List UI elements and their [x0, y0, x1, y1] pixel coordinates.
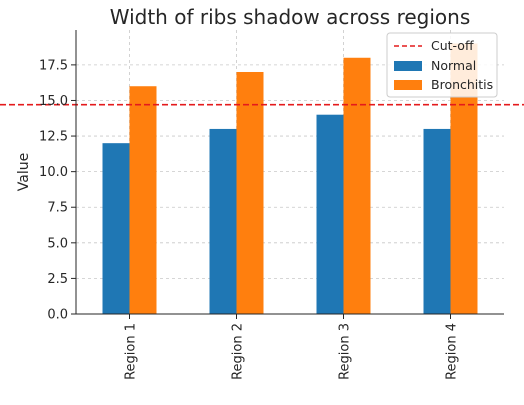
y-tick-label: 17.5	[39, 58, 68, 73]
legend-label-bronchitis: Bronchitis	[431, 77, 493, 92]
bar-normal-2	[209, 128, 237, 314]
bar-normal-4	[423, 128, 451, 314]
bar-normal-3	[316, 114, 344, 314]
legend-label-normal: Normal	[431, 58, 476, 73]
axes: 0.0 2.5 5.0 7.5 10.0 12.5 15.0 17.5 Region 1 Regi…	[39, 30, 504, 380]
chart-title: Width of ribs shadow across regions	[110, 5, 471, 29]
x-tick-label: Region 3	[338, 323, 353, 380]
legend-swatch-bronchitis	[394, 80, 422, 90]
y-tick-label: 5.0	[47, 236, 68, 251]
bar-normal-1	[102, 143, 130, 314]
legend: Cut-off Normal Bronchitis	[386, 32, 498, 98]
x-tick-label: Region 4	[445, 323, 460, 380]
legend-swatch-normal	[394, 61, 422, 71]
bar-bronchitis-3	[343, 57, 371, 314]
x-tick-label: Region 1	[124, 323, 139, 380]
y-tick-label: 12.5	[39, 130, 68, 145]
y-tick-label: 15.0	[39, 94, 68, 109]
y-tick-label: 10.0	[39, 165, 68, 180]
bars	[102, 43, 478, 315]
y-tick-label: 7.5	[47, 201, 68, 216]
y-tick-label: 0.0	[47, 308, 68, 323]
y-axis-label: Value	[16, 153, 32, 191]
bar-bronchitis-2	[236, 71, 264, 314]
legend-label-cut-off: Cut-off	[431, 38, 474, 53]
y-tick-label: 2.5	[47, 272, 68, 287]
x-tick-label: Region 2	[231, 323, 246, 380]
bar-bronchitis-1	[129, 86, 157, 314]
